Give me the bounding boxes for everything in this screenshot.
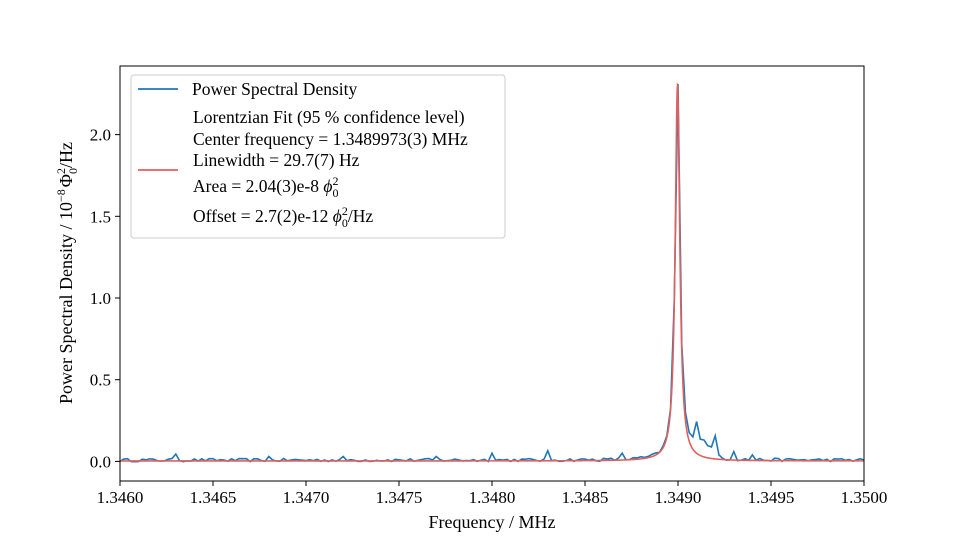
x-tick-label: 1.3495 <box>748 488 795 507</box>
lorentzian-fit-series <box>120 82 864 462</box>
x-axis-label: Frequency / MHz <box>429 512 556 532</box>
legend-psd-label: Power Spectral Density <box>192 79 357 99</box>
y-tick-label: 0.5 <box>90 371 111 390</box>
plot-area <box>120 82 864 463</box>
legend-offset: Offset = 2.7(2)e-12 ϕ2 0/Hz <box>193 204 373 230</box>
legend-area: Area = 2.04(3)e-8 ϕ2 0 <box>193 174 338 200</box>
legend-box <box>130 74 506 239</box>
x-tick-label: 1.3460 <box>97 488 144 507</box>
x-tick-label: 1.3485 <box>562 488 609 507</box>
y-axis-ticks: 0.0 0.5 1.0 1.5 2.0 <box>90 126 120 471</box>
x-tick-label: 1.3465 <box>190 488 237 507</box>
x-tick-label: 1.3475 <box>376 488 423 507</box>
y-tick-label: 2.0 <box>90 126 111 145</box>
x-tick-label: 1.3480 <box>469 488 516 507</box>
y-axis-label: Power Spectral Density / 10−8Φ20/Hz <box>54 142 80 404</box>
legend-center-frequency: Center frequency = 1.3489973(3) MHz <box>193 129 468 149</box>
x-axis-ticks: 1.3460 1.3465 1.3470 1.3475 1.3480 1.3485 1.34… <box>97 481 888 507</box>
y-tick-label: 1.5 <box>90 207 111 226</box>
legend-linewidth: Linewidth = 29.7(7) Hz <box>193 150 360 170</box>
x-tick-label: 1.3490 <box>655 488 702 507</box>
lorentzian-fit-line <box>120 82 864 462</box>
x-tick-label: 1.3470 <box>283 488 330 507</box>
legend: Power Spectral Density Lorentzian Fit (9… <box>130 74 506 239</box>
legend-fit-title: Lorentzian Fit (95 % confidence level) <box>193 107 465 127</box>
x-tick-label: 1.3500 <box>841 488 888 507</box>
y-tick-label: 1.0 <box>90 289 111 308</box>
y-tick-label: 0.0 <box>90 452 111 471</box>
